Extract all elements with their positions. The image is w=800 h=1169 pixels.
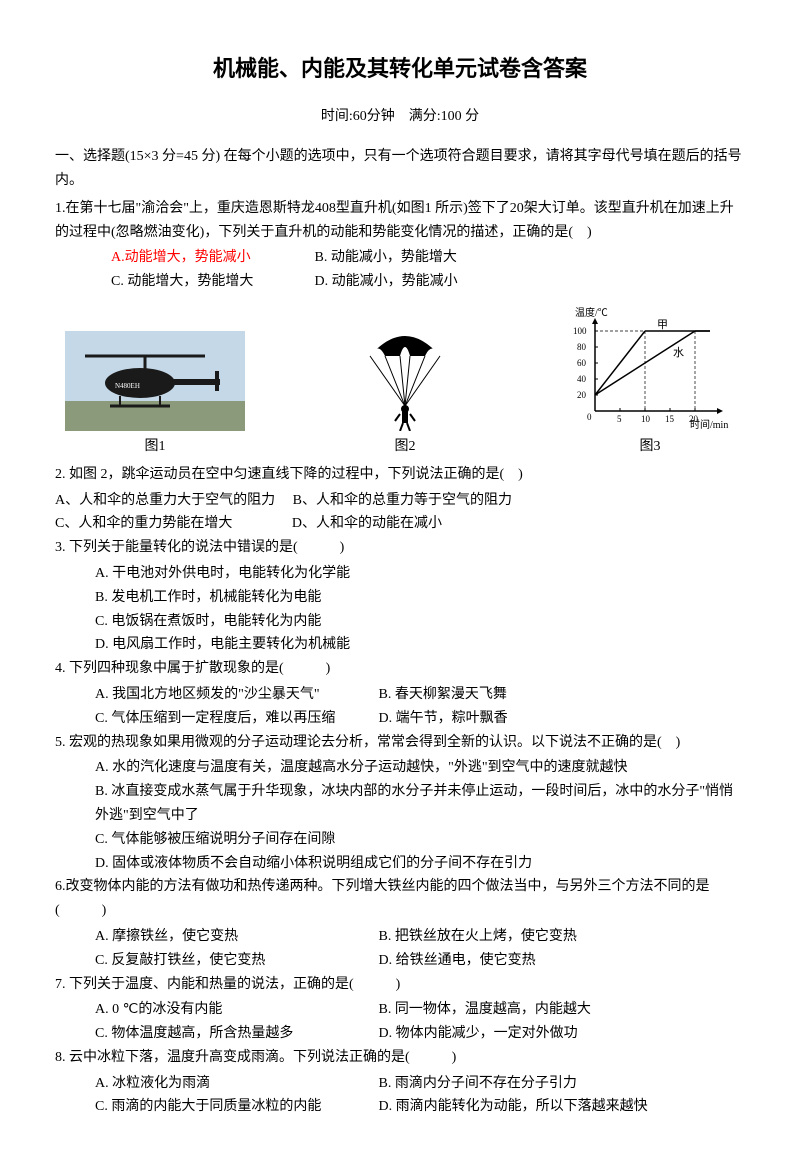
svg-text:5: 5	[617, 414, 622, 424]
svg-text:N480EH: N480EH	[115, 382, 140, 390]
q4-optB: B. 春天柳絮漫天飞舞	[379, 687, 507, 702]
figure-3: 温度/℃ 20 40 60 80 100 5 10 15 20 时间/min	[565, 306, 735, 459]
svg-text:甲: 甲	[657, 319, 668, 331]
q7-optA: A. 0 ℃的冰没有内能	[95, 998, 375, 1022]
q1-optC: C. 动能增大，势能增大	[111, 270, 311, 294]
temperature-chart: 温度/℃ 20 40 60 80 100 5 10 15 20 时间/min	[565, 306, 735, 431]
q7-options-row1: A. 0 ℃的冰没有内能 B. 同一物体，温度越高，内能越大	[55, 998, 745, 1022]
q2-optA: A、人和伞的总重力大于空气的阻力	[55, 489, 275, 513]
helicopter-icon: N480EH	[65, 331, 245, 431]
q8-optD: D. 雨滴内能转化为动能，所以下落越来越快	[379, 1099, 648, 1114]
question-5: 5. 宏观的热现象如果用微观的分子运动理论去分析，常常会得到全新的认识。以下说法…	[55, 731, 745, 755]
q6-optD: D. 给铁丝通电，使它变热	[379, 953, 536, 968]
figures-row: N480EH 图1 图2 温度/℃	[55, 306, 745, 459]
q4-options-row1: A. 我国北方地区频发的"沙尘暴天气" B. 春天柳絮漫天飞舞	[55, 683, 745, 707]
q1-options-row2: C. 动能增大，势能增大 D. 动能减小，势能减小	[55, 270, 745, 294]
q8-options-row1: A. 冰粒液化为雨滴 B. 雨滴内分子间不存在分子引力	[55, 1072, 745, 1096]
svg-text:60: 60	[577, 358, 587, 368]
svg-text:40: 40	[577, 374, 587, 384]
page-title: 机械能、内能及其转化单元试卷含答案	[55, 50, 745, 87]
question-8: 8. 云中冰粒下落，温度升高变成雨滴。下列说法正确的是( )	[55, 1046, 745, 1070]
svg-text:10: 10	[641, 414, 651, 424]
svg-text:15: 15	[665, 414, 675, 424]
q8-optC: C. 雨滴的内能大于同质量冰粒的内能	[95, 1095, 375, 1119]
q6-optC: C. 反复敲打铁丝，使它变热	[95, 949, 375, 973]
q4-optC: C. 气体压缩到一定程度后，难以再压缩	[95, 707, 375, 731]
svg-text:时间/min: 时间/min	[690, 418, 728, 431]
q1-options-row1: A.动能增大，势能减小 B. 动能减小，势能增大	[55, 246, 745, 270]
q2-options-row1: A、人和伞的总重力大于空气的阻力 B、人和伞的总重力等于空气的阻力	[55, 489, 745, 513]
q5-optD: D. 固体或液体物质不会自动缩小体积说明组成它们的分子间不存在引力	[55, 852, 745, 876]
question-4: 4. 下列四种现象中属于扩散现象的是( )	[55, 657, 745, 681]
parachute-icon	[350, 321, 460, 431]
fig1-label: 图1	[145, 435, 166, 459]
q4-optA: A. 我国北方地区频发的"沙尘暴天气"	[95, 683, 375, 707]
q4-options-row2: C. 气体压缩到一定程度后，难以再压缩 D. 端午节，粽叶飘香	[55, 707, 745, 731]
subtitle: 时间:60分钟 满分:100 分	[55, 105, 745, 129]
figure-1: N480EH 图1	[65, 331, 245, 459]
question-2: 2. 如图 2，跳伞运动员在空中匀速直线下降的过程中，下列说法正确的是( )	[55, 463, 745, 487]
q3-optC: C. 电饭锅在煮饭时，电能转化为内能	[55, 610, 745, 634]
q3-optA: A. 干电池对外供电时，电能转化为化学能	[55, 562, 745, 586]
svg-text:20: 20	[577, 390, 587, 400]
q7-optC: C. 物体温度越高，所含热量越多	[95, 1022, 375, 1046]
q8-options-row2: C. 雨滴的内能大于同质量冰粒的内能 D. 雨滴内能转化为动能，所以下落越来越快	[55, 1095, 745, 1119]
svg-text:水: 水	[673, 346, 684, 359]
q6-options-row2: C. 反复敲打铁丝，使它变热 D. 给铁丝通电，使它变热	[55, 949, 745, 973]
q1-optA: A.动能增大，势能减小	[111, 246, 311, 270]
svg-text:80: 80	[577, 342, 587, 352]
section-header: 一、选择题(15×3 分=45 分) 在每个小题的选项中，只有一个选项符合题目要…	[55, 145, 745, 193]
q5-optC: C. 气体能够被压缩说明分子间存在间隙	[55, 828, 745, 852]
question-1: 1.在第十七届"渝洽会"上，重庆造恩斯特龙408型直升机(如图1 所示)签下了2…	[55, 197, 745, 245]
q7-optD: D. 物体内能减少，一定对外做功	[379, 1026, 578, 1041]
q5-optB: B. 冰直接变成水蒸气属于升华现象，冰块内部的水分子并未停止运动，一段时间后，冰…	[55, 780, 745, 828]
q7-options-row2: C. 物体温度越高，所含热量越多 D. 物体内能减少，一定对外做功	[55, 1022, 745, 1046]
svg-text:100: 100	[573, 326, 587, 336]
q3-optB: B. 发电机工作时，机械能转化为电能	[55, 586, 745, 610]
q6-options-row1: A. 摩擦铁丝，使它变热 B. 把铁丝放在火上烤，使它变热	[55, 925, 745, 949]
q2-optD: D、人和伞的动能在减小	[292, 512, 442, 536]
q2-optB: B、人和伞的总重力等于空气的阻力	[293, 489, 512, 513]
svg-text:温度/℃: 温度/℃	[575, 306, 608, 319]
svg-text:0: 0	[587, 412, 592, 422]
fig2-label: 图2	[395, 435, 416, 459]
q2-options-row2: C、人和伞的重力势能在增大 D、人和伞的动能在减小	[55, 512, 745, 536]
question-7: 7. 下列关于温度、内能和热量的说法，正确的是( )	[55, 973, 745, 997]
q8-optB: B. 雨滴内分子间不存在分子引力	[379, 1076, 577, 1091]
q5-optA: A. 水的汽化速度与温度有关，温度越高水分子运动越快，"外逃"到空气中的速度就越…	[55, 756, 745, 780]
q7-optB: B. 同一物体，温度越高，内能越大	[379, 1002, 591, 1017]
figure-2: 图2	[350, 321, 460, 459]
question-6: 6.改变物体内能的方法有做功和热传递两种。下列增大铁丝内能的四个做法当中，与另外…	[55, 875, 745, 923]
q1-optD: D. 动能减小，势能减小	[315, 270, 458, 294]
q3-optD: D. 电风扇工作时，电能主要转化为机械能	[55, 633, 745, 657]
q8-optA: A. 冰粒液化为雨滴	[95, 1072, 375, 1096]
q6-optB: B. 把铁丝放在火上烤，使它变热	[379, 929, 577, 944]
q6-optA: A. 摩擦铁丝，使它变热	[95, 925, 375, 949]
q1-optB: B. 动能减小，势能增大	[315, 246, 457, 270]
q4-optD: D. 端午节，粽叶飘香	[379, 711, 508, 726]
fig3-label: 图3	[640, 435, 661, 459]
q2-optC: C、人和伞的重力势能在增大	[55, 512, 232, 536]
question-3: 3. 下列关于能量转化的说法中错误的是( )	[55, 536, 745, 560]
